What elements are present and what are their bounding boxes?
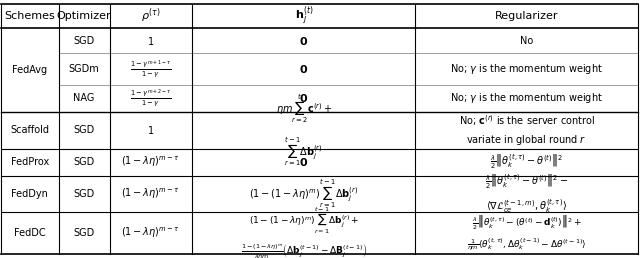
Text: SGD: SGD [74, 189, 95, 199]
Text: $(1-\lambda\eta)^{m-\tau}$: $(1-\lambda\eta)^{m-\tau}$ [122, 187, 180, 201]
Text: $\mathbf{0}$: $\mathbf{0}$ [299, 156, 308, 168]
Text: SGD: SGD [74, 228, 95, 238]
Text: NAG: NAG [74, 93, 95, 103]
Text: $\frac{1-\gamma^{m+2-\tau}}{1-\gamma}$: $\frac{1-\gamma^{m+2-\tau}}{1-\gamma}$ [130, 87, 172, 109]
Text: No; $\mathbf{c}^{(r)}$ is the server control
variate in global round $r$: No; $\mathbf{c}^{(r)}$ is the server con… [459, 113, 595, 147]
Text: Scaffold: Scaffold [10, 125, 49, 135]
Text: $1$: $1$ [147, 35, 154, 47]
Text: Schemes: Schemes [4, 11, 55, 21]
Text: SGD: SGD [74, 36, 95, 46]
Text: $\mathbf{0}$: $\mathbf{0}$ [299, 92, 308, 104]
Text: FedAvg: FedAvg [12, 65, 47, 75]
Text: $(1-\lambda\eta)^{m-\tau}$: $(1-\lambda\eta)^{m-\tau}$ [122, 155, 180, 169]
Text: $\mathbf{0}$: $\mathbf{0}$ [299, 63, 308, 75]
Text: SGD: SGD [74, 125, 95, 135]
Text: $\mathbf{0}$: $\mathbf{0}$ [299, 35, 308, 47]
Text: No; $\gamma$ is the momentum weight: No; $\gamma$ is the momentum weight [450, 62, 603, 76]
Text: FedProx: FedProx [11, 157, 49, 167]
Text: $(1-(1-\lambda\eta)^m)\sum_{r=1}^{t-1}\Delta\mathbf{b}_j^{(r)}$: $(1-(1-\lambda\eta)^m)\sum_{r=1}^{t-1}\D… [249, 178, 358, 211]
Text: $\frac{1-\gamma^{m+1-\tau}}{1-\gamma}$: $\frac{1-\gamma^{m+1-\tau}}{1-\gamma}$ [130, 58, 172, 80]
Text: $\eta m\sum_{r=2}^{t}\mathbf{c}^{(r)}+$
$\sum_{r=1}^{t-1}\Delta\mathbf{b}_j^{(r): $\eta m\sum_{r=2}^{t}\mathbf{c}^{(r)}+$ … [276, 92, 332, 168]
Text: No: No [520, 36, 533, 46]
Text: No; $\gamma$ is the momentum weight: No; $\gamma$ is the momentum weight [450, 91, 603, 105]
Text: Regularizer: Regularizer [495, 11, 558, 21]
Text: FedDC: FedDC [14, 228, 45, 238]
Text: $\frac{\lambda}{2}\left\|\theta_k^{(t,\tau)}-\theta^{(t)}\right\|^2$: $\frac{\lambda}{2}\left\|\theta_k^{(t,\t… [490, 153, 563, 172]
Text: FedDyn: FedDyn [12, 189, 49, 199]
Text: Optimizer: Optimizer [57, 11, 111, 21]
Text: SGDm: SGDm [68, 64, 99, 74]
Text: $\rho^{(\tau)}$: $\rho^{(\tau)}$ [141, 7, 161, 26]
Text: $(1-\lambda\eta)^{m-\tau}$: $(1-\lambda\eta)^{m-\tau}$ [122, 226, 180, 240]
Text: SGD: SGD [74, 157, 95, 167]
Text: $\mathbf{h}_j^{(t)}$: $\mathbf{h}_j^{(t)}$ [294, 4, 313, 28]
Text: $(1-(1-\lambda\eta)^m)\sum_{r=1}^{t-1}\Delta\mathbf{b}_j^{(r)}+$
$\frac{1-(1-\la: $(1-(1-\lambda\eta)^m)\sum_{r=1}^{t-1}\D… [241, 206, 367, 258]
Text: $1$: $1$ [147, 124, 154, 136]
Text: $\frac{\lambda}{2}\left\|\theta_k^{(t,\tau)}-\theta^{(t)}\right\|^2-$
$\langle\n: $\frac{\lambda}{2}\left\|\theta_k^{(t,\t… [485, 173, 568, 215]
Text: $\frac{\lambda}{2}\left\|\theta_k^{(t,\tau)}-(\theta^{(t)}-\mathbf{d}_k^{(t)})\r: $\frac{\lambda}{2}\left\|\theta_k^{(t,\t… [467, 213, 586, 253]
